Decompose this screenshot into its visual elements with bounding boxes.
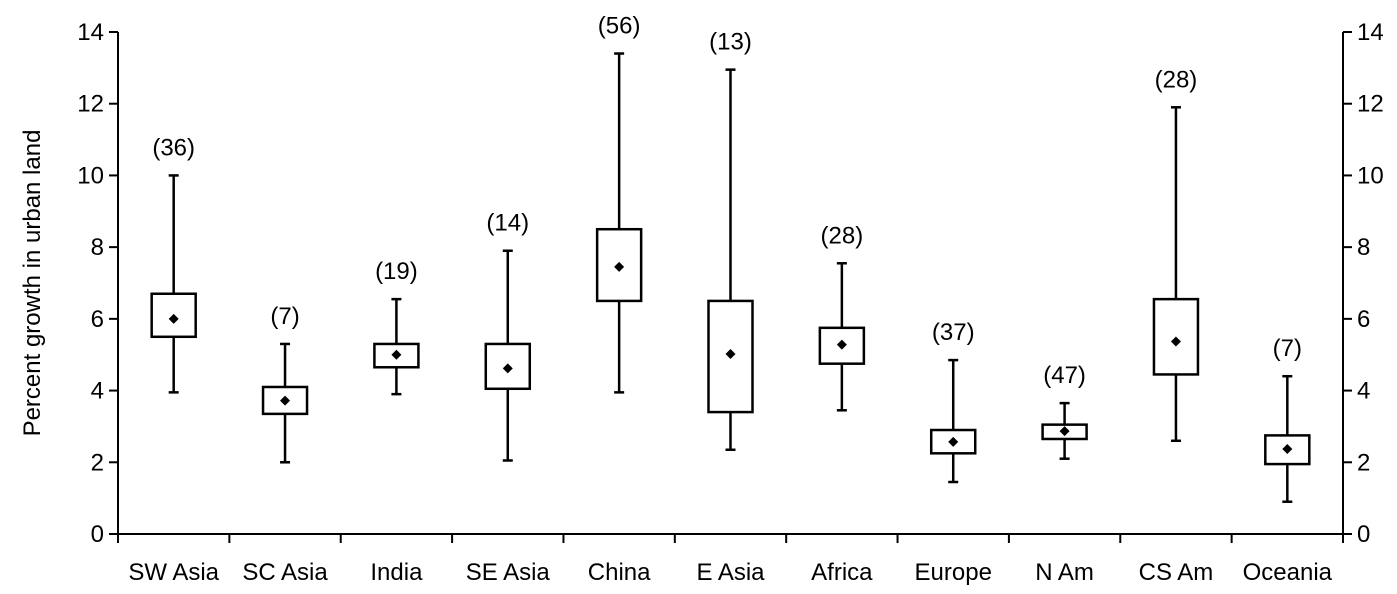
- mean-marker: [391, 349, 402, 360]
- mean-marker: [614, 261, 625, 272]
- y-tick-label-right: 14: [1357, 19, 1384, 46]
- axes-group: 0 0 2 2 4 4 6 6 8 8 10 10 12 12 14 14 SW Asia SC Asia Indi…: [77, 19, 1383, 586]
- x-tick-label: India: [370, 559, 423, 586]
- x-tick-label: N Am: [1035, 559, 1094, 586]
- iqr-box: [1264, 434, 1311, 466]
- mean-marker: [1170, 336, 1181, 347]
- y-tick-label-left: 8: [91, 234, 104, 261]
- y-tick-label-right: 12: [1357, 91, 1384, 118]
- x-tick-label: CS Am: [1139, 559, 1214, 586]
- y-tick-label-left: 2: [91, 449, 104, 476]
- count-label: (7): [1273, 335, 1302, 362]
- box-11: (7): [1264, 335, 1311, 503]
- box-2: (7): [261, 303, 309, 464]
- count-label: (28): [821, 222, 864, 249]
- y-tick-label-left: 12: [77, 91, 104, 118]
- y-tick-label-right: 0: [1357, 521, 1370, 548]
- count-label: (56): [598, 13, 641, 40]
- count-label: (19): [375, 258, 418, 285]
- box-9: (47): [1041, 362, 1088, 460]
- y-tick-label-left: 14: [77, 19, 104, 46]
- x-tick-label: SC Asia: [242, 559, 328, 586]
- count-label: (36): [152, 134, 195, 161]
- y-tick-label-left: 10: [77, 162, 104, 189]
- box-4: (14): [484, 210, 532, 462]
- mean-marker: [948, 436, 959, 447]
- y-tick-label-left: 4: [91, 378, 104, 405]
- x-tick-label: China: [588, 559, 651, 586]
- y-tick-label-right: 2: [1357, 449, 1370, 476]
- y-tick-label-left: 6: [91, 306, 104, 333]
- plot-area: (36) (7) (19) (14) (56) (13) (28) (37) (47) (28) (…: [150, 13, 1311, 503]
- mean-marker: [280, 395, 291, 406]
- x-tick-label: Europe: [915, 559, 992, 586]
- box-10: (28): [1152, 66, 1200, 443]
- mean-marker: [725, 348, 736, 359]
- count-label: (37): [932, 319, 975, 346]
- count-label: (28): [1155, 66, 1198, 93]
- x-tick-label: SW Asia: [128, 559, 219, 586]
- box-8: (37): [929, 319, 977, 484]
- y-axis-label: Percent growth in urban land: [19, 130, 46, 437]
- box-7: (28): [818, 222, 866, 412]
- mean-marker: [1282, 444, 1293, 455]
- count-label: (13): [709, 29, 752, 56]
- x-tick-label: SE Asia: [466, 559, 551, 586]
- box-3: (19): [373, 258, 420, 396]
- mean-marker: [1059, 426, 1070, 437]
- y-tick-label-right: 10: [1357, 162, 1384, 189]
- box-6: (13): [707, 29, 754, 451]
- y-tick-label-left: 0: [91, 521, 104, 548]
- count-label: (47): [1043, 362, 1086, 389]
- count-label: (7): [270, 303, 299, 330]
- iqr-box: [595, 227, 643, 303]
- mean-marker: [168, 313, 179, 324]
- box-1: (36): [150, 134, 197, 394]
- mean-marker: [502, 363, 513, 374]
- mean-marker: [836, 339, 847, 350]
- box-5: (56): [595, 13, 643, 394]
- x-tick-label: E Asia: [696, 559, 765, 586]
- x-tick-label: Africa: [811, 559, 873, 586]
- y-tick-label-right: 8: [1357, 234, 1370, 261]
- y-tick-label-right: 6: [1357, 306, 1370, 333]
- count-label: (14): [486, 210, 529, 237]
- y-tick-label-right: 4: [1357, 378, 1370, 405]
- x-tick-label: Oceania: [1243, 559, 1333, 586]
